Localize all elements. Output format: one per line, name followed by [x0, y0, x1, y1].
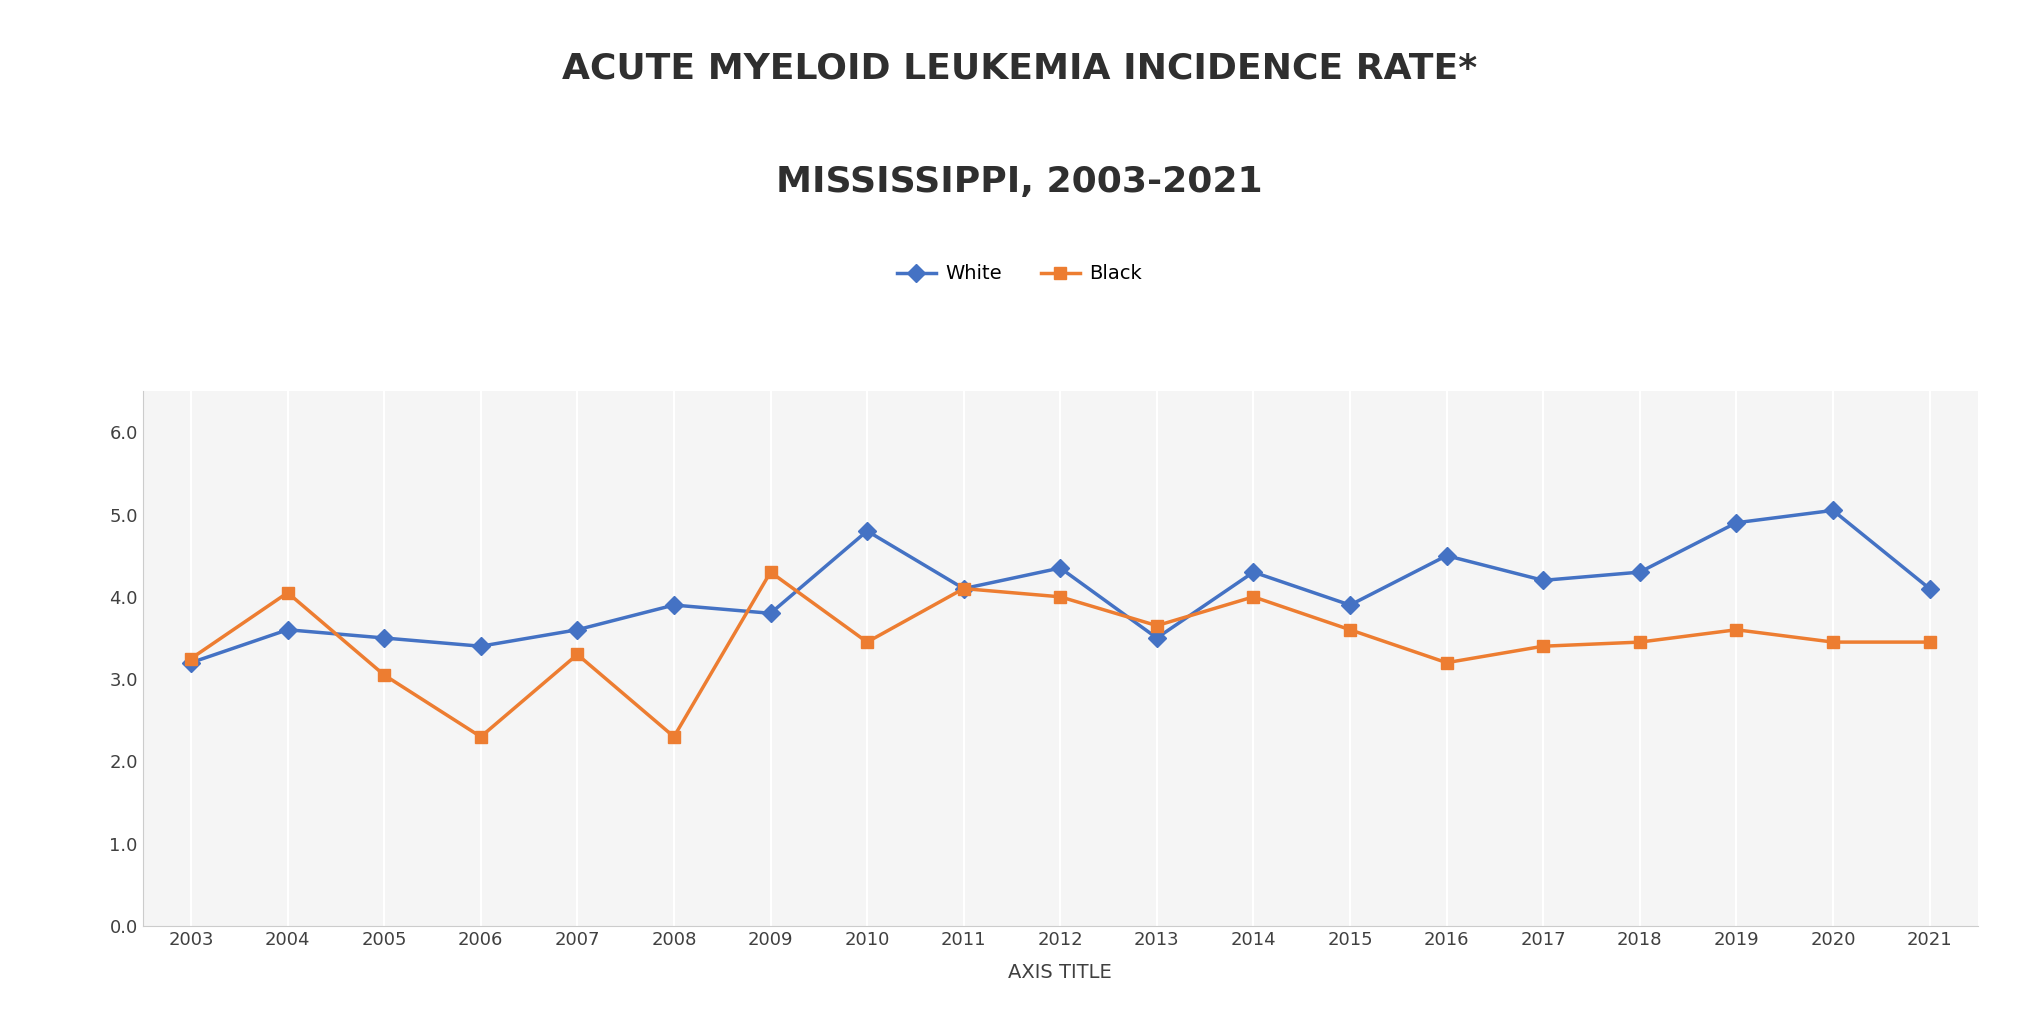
White: [179, 657, 204, 669]
White: [565, 624, 589, 636]
Black: [759, 566, 783, 578]
Black: [1338, 624, 1362, 636]
White: [759, 607, 783, 619]
Black: [469, 731, 493, 743]
White: [854, 525, 879, 537]
Black: [952, 582, 977, 595]
White: [1917, 582, 1941, 595]
Line: White: White: [186, 504, 1935, 669]
Legend: White, Black: White, Black: [889, 256, 1150, 291]
White: [663, 599, 687, 611]
Black: [854, 636, 879, 648]
Black: [1144, 619, 1168, 632]
Black: [1433, 657, 1458, 669]
Black: [565, 648, 589, 661]
White: [952, 582, 977, 595]
X-axis label: AXIS TITLE: AXIS TITLE: [1009, 963, 1111, 982]
Black: [179, 652, 204, 665]
White: [1433, 549, 1458, 562]
Black: [663, 731, 687, 743]
Text: MISSISSIPPI, 2003-2021: MISSISSIPPI, 2003-2021: [777, 165, 1262, 199]
Black: [1531, 640, 1556, 652]
Black: [275, 587, 300, 599]
White: [1725, 517, 1749, 529]
White: [1821, 504, 1845, 517]
White: [1242, 566, 1266, 578]
Black: [1917, 636, 1941, 648]
White: [1627, 566, 1652, 578]
Line: Black: Black: [186, 566, 1935, 743]
Black: [1048, 591, 1073, 603]
White: [469, 640, 493, 652]
Black: [1627, 636, 1652, 648]
White: [1338, 599, 1362, 611]
Text: ACUTE MYELOID LEUKEMIA INCIDENCE RATE*: ACUTE MYELOID LEUKEMIA INCIDENCE RATE*: [563, 51, 1476, 85]
White: [275, 624, 300, 636]
Black: [1821, 636, 1845, 648]
White: [1531, 574, 1556, 587]
White: [1048, 562, 1073, 574]
Black: [1725, 624, 1749, 636]
Black: [1242, 591, 1266, 603]
Black: [371, 669, 396, 681]
White: [371, 632, 396, 644]
White: [1144, 632, 1168, 644]
